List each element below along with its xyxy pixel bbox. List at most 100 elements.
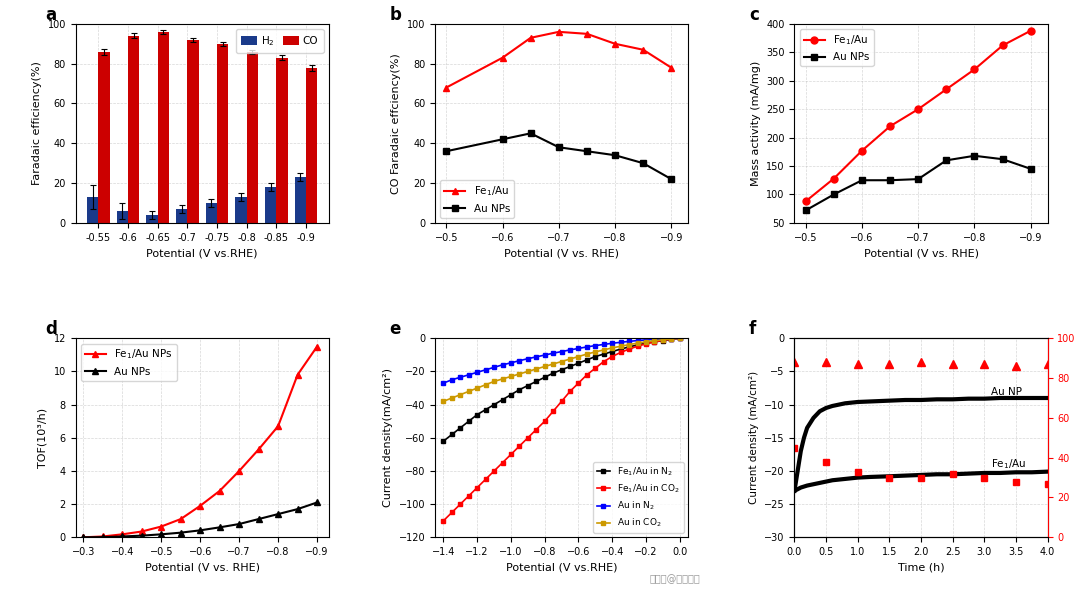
Au in CO$_2$ xyxy=(504,373,517,380)
Text: e: e xyxy=(390,321,401,338)
Au NPs xyxy=(608,152,621,159)
Fe$_1$/Au in N$_2$ xyxy=(615,346,627,353)
Fe$_1$/Au NPs xyxy=(232,467,245,475)
Au in CO$_2$ xyxy=(615,343,627,350)
Au in N$_2$ xyxy=(513,357,526,364)
Fe$_1$/Au in CO$_2$ xyxy=(572,380,585,387)
Au NPs xyxy=(665,176,678,183)
Au NPs xyxy=(496,136,509,143)
Fe$_1$/Au in N$_2$ xyxy=(471,411,484,418)
Fe$_1$/Au in CO$_2$ xyxy=(606,353,619,360)
X-axis label: Potential (V vs. RHE): Potential (V vs. RHE) xyxy=(864,248,978,258)
Fe$_1$/Au in N$_2$ xyxy=(665,336,678,343)
Au NPs xyxy=(77,534,90,541)
Au in CO$_2$ xyxy=(522,368,535,375)
Fe$_1$/Au NPs xyxy=(292,371,305,378)
Text: d: d xyxy=(45,321,57,338)
Fe$_1$/Au in N$_2$ xyxy=(648,338,661,345)
X-axis label: Potential (V vs.RHE): Potential (V vs.RHE) xyxy=(147,248,258,258)
Au in N$_2$ xyxy=(462,371,475,378)
Au in N$_2$ xyxy=(580,343,593,350)
Au in CO$_2$ xyxy=(572,353,585,360)
Fe$_1$/Au in CO$_2$ xyxy=(522,434,535,441)
Au NPs xyxy=(855,177,868,184)
Y-axis label: Mass activity (mA/mg): Mass activity (mA/mg) xyxy=(751,61,760,186)
Au in N$_2$ xyxy=(546,350,559,357)
Au in N$_2$ xyxy=(631,337,644,344)
Fe$_1$/Au in N$_2$ xyxy=(546,370,559,377)
Au in CO$_2$ xyxy=(580,350,593,358)
Au in CO$_2$ xyxy=(496,376,509,383)
Au NPs xyxy=(116,533,129,540)
Legend: Fe$_1$/Au, Au NPs: Fe$_1$/Au, Au NPs xyxy=(441,180,514,218)
Fe$_1$/Au xyxy=(940,86,953,93)
Fe$_1$/Au in CO$_2$ xyxy=(657,337,670,344)
Au in CO$_2$ xyxy=(546,361,559,368)
Bar xyxy=(276,58,287,223)
Line: Au NPs: Au NPs xyxy=(80,499,321,541)
Fe$_1$/Au xyxy=(912,106,924,113)
Au in N$_2$ xyxy=(471,369,484,376)
Au in N$_2$ xyxy=(639,336,652,343)
Y-axis label: CO Faradaic effciency(%): CO Faradaic effciency(%) xyxy=(391,53,402,194)
Bar xyxy=(176,209,187,223)
Fe$_1$/Au in N$_2$ xyxy=(631,341,644,349)
Bar xyxy=(217,44,228,223)
Au NPs xyxy=(96,534,109,541)
Fe$_1$/Au in CO$_2$ xyxy=(673,335,686,342)
Fe$_1$/Au xyxy=(665,64,678,71)
Fe$_1$/Au in N$_2$ xyxy=(639,340,652,347)
Fe$_1$/Au NPs xyxy=(154,523,167,530)
Line: Au in N$_2$: Au in N$_2$ xyxy=(442,336,681,385)
Au in CO$_2$ xyxy=(555,358,568,365)
Au NPs xyxy=(154,531,167,538)
Au NPs xyxy=(940,157,953,164)
Au NPs xyxy=(799,207,812,214)
Legend: Fe$_1$/Au in N$_2$, Fe$_1$/Au in CO$_2$, Au in N$_2$, Au in CO$_2$: Fe$_1$/Au in N$_2$, Fe$_1$/Au in CO$_2$,… xyxy=(593,462,684,533)
Line: Au NPs: Au NPs xyxy=(443,130,675,183)
Au NPs xyxy=(968,152,981,159)
Au in N$_2$ xyxy=(564,346,577,353)
Au in N$_2$ xyxy=(606,340,619,347)
Au in N$_2$ xyxy=(597,341,610,348)
Fe$_1$/Au xyxy=(608,40,621,47)
Fe$_1$/Au in N$_2$ xyxy=(673,335,686,342)
Legend: Fe$_1$/Au, Au NPs: Fe$_1$/Au, Au NPs xyxy=(799,29,874,66)
X-axis label: Potential (V vs. RHE): Potential (V vs. RHE) xyxy=(145,562,259,573)
Au in N$_2$ xyxy=(454,374,467,381)
Fe$_1$/Au in N$_2$ xyxy=(606,348,619,355)
Fe$_1$/Au in CO$_2$ xyxy=(480,476,492,483)
Text: c: c xyxy=(748,6,759,24)
Au in CO$_2$ xyxy=(564,355,577,362)
Fe$_1$/Au in N$_2$ xyxy=(454,424,467,432)
Line: Au NPs: Au NPs xyxy=(802,152,1035,214)
Text: f: f xyxy=(748,321,756,338)
Fe$_1$/Au in CO$_2$ xyxy=(639,340,652,347)
Fe$_1$/Au NPs xyxy=(213,487,226,494)
Fe$_1$/Au in N$_2$ xyxy=(597,350,610,358)
Fe$_1$/Au in CO$_2$ xyxy=(462,493,475,500)
Fe$_1$/Au in CO$_2$ xyxy=(471,484,484,491)
Fe$_1$/Au in CO$_2$ xyxy=(665,336,678,343)
Au in CO$_2$ xyxy=(487,378,500,385)
Fe$_1$/Au in CO$_2$ xyxy=(454,500,467,507)
Fe$_1$/Au in N$_2$ xyxy=(580,356,593,364)
Fe$_1$/Au xyxy=(855,147,868,154)
Fe$_1$/Au in N$_2$ xyxy=(589,353,602,360)
Fe$_1$/Au in N$_2$ xyxy=(496,396,509,403)
Au in N$_2$ xyxy=(496,361,509,368)
Fe$_1$/Au NPs xyxy=(96,533,109,540)
Fe$_1$/Au in CO$_2$ xyxy=(564,388,577,395)
Au NPs xyxy=(193,527,206,534)
Au in N$_2$ xyxy=(648,336,661,343)
Au in N$_2$ xyxy=(504,359,517,367)
Au in CO$_2$ xyxy=(665,336,678,343)
Line: Fe$_1$/Au: Fe$_1$/Au xyxy=(802,27,1035,205)
Au NPs xyxy=(912,176,924,183)
Au in N$_2$ xyxy=(480,366,492,373)
Bar xyxy=(158,32,168,223)
Au NPs xyxy=(271,510,284,518)
Fe$_1$/Au in CO$_2$ xyxy=(615,349,627,356)
Fe$_1$/Au in CO$_2$ xyxy=(648,338,661,346)
Legend: Fe$_1$/Au NPs, Au NPs: Fe$_1$/Au NPs, Au NPs xyxy=(81,343,177,381)
